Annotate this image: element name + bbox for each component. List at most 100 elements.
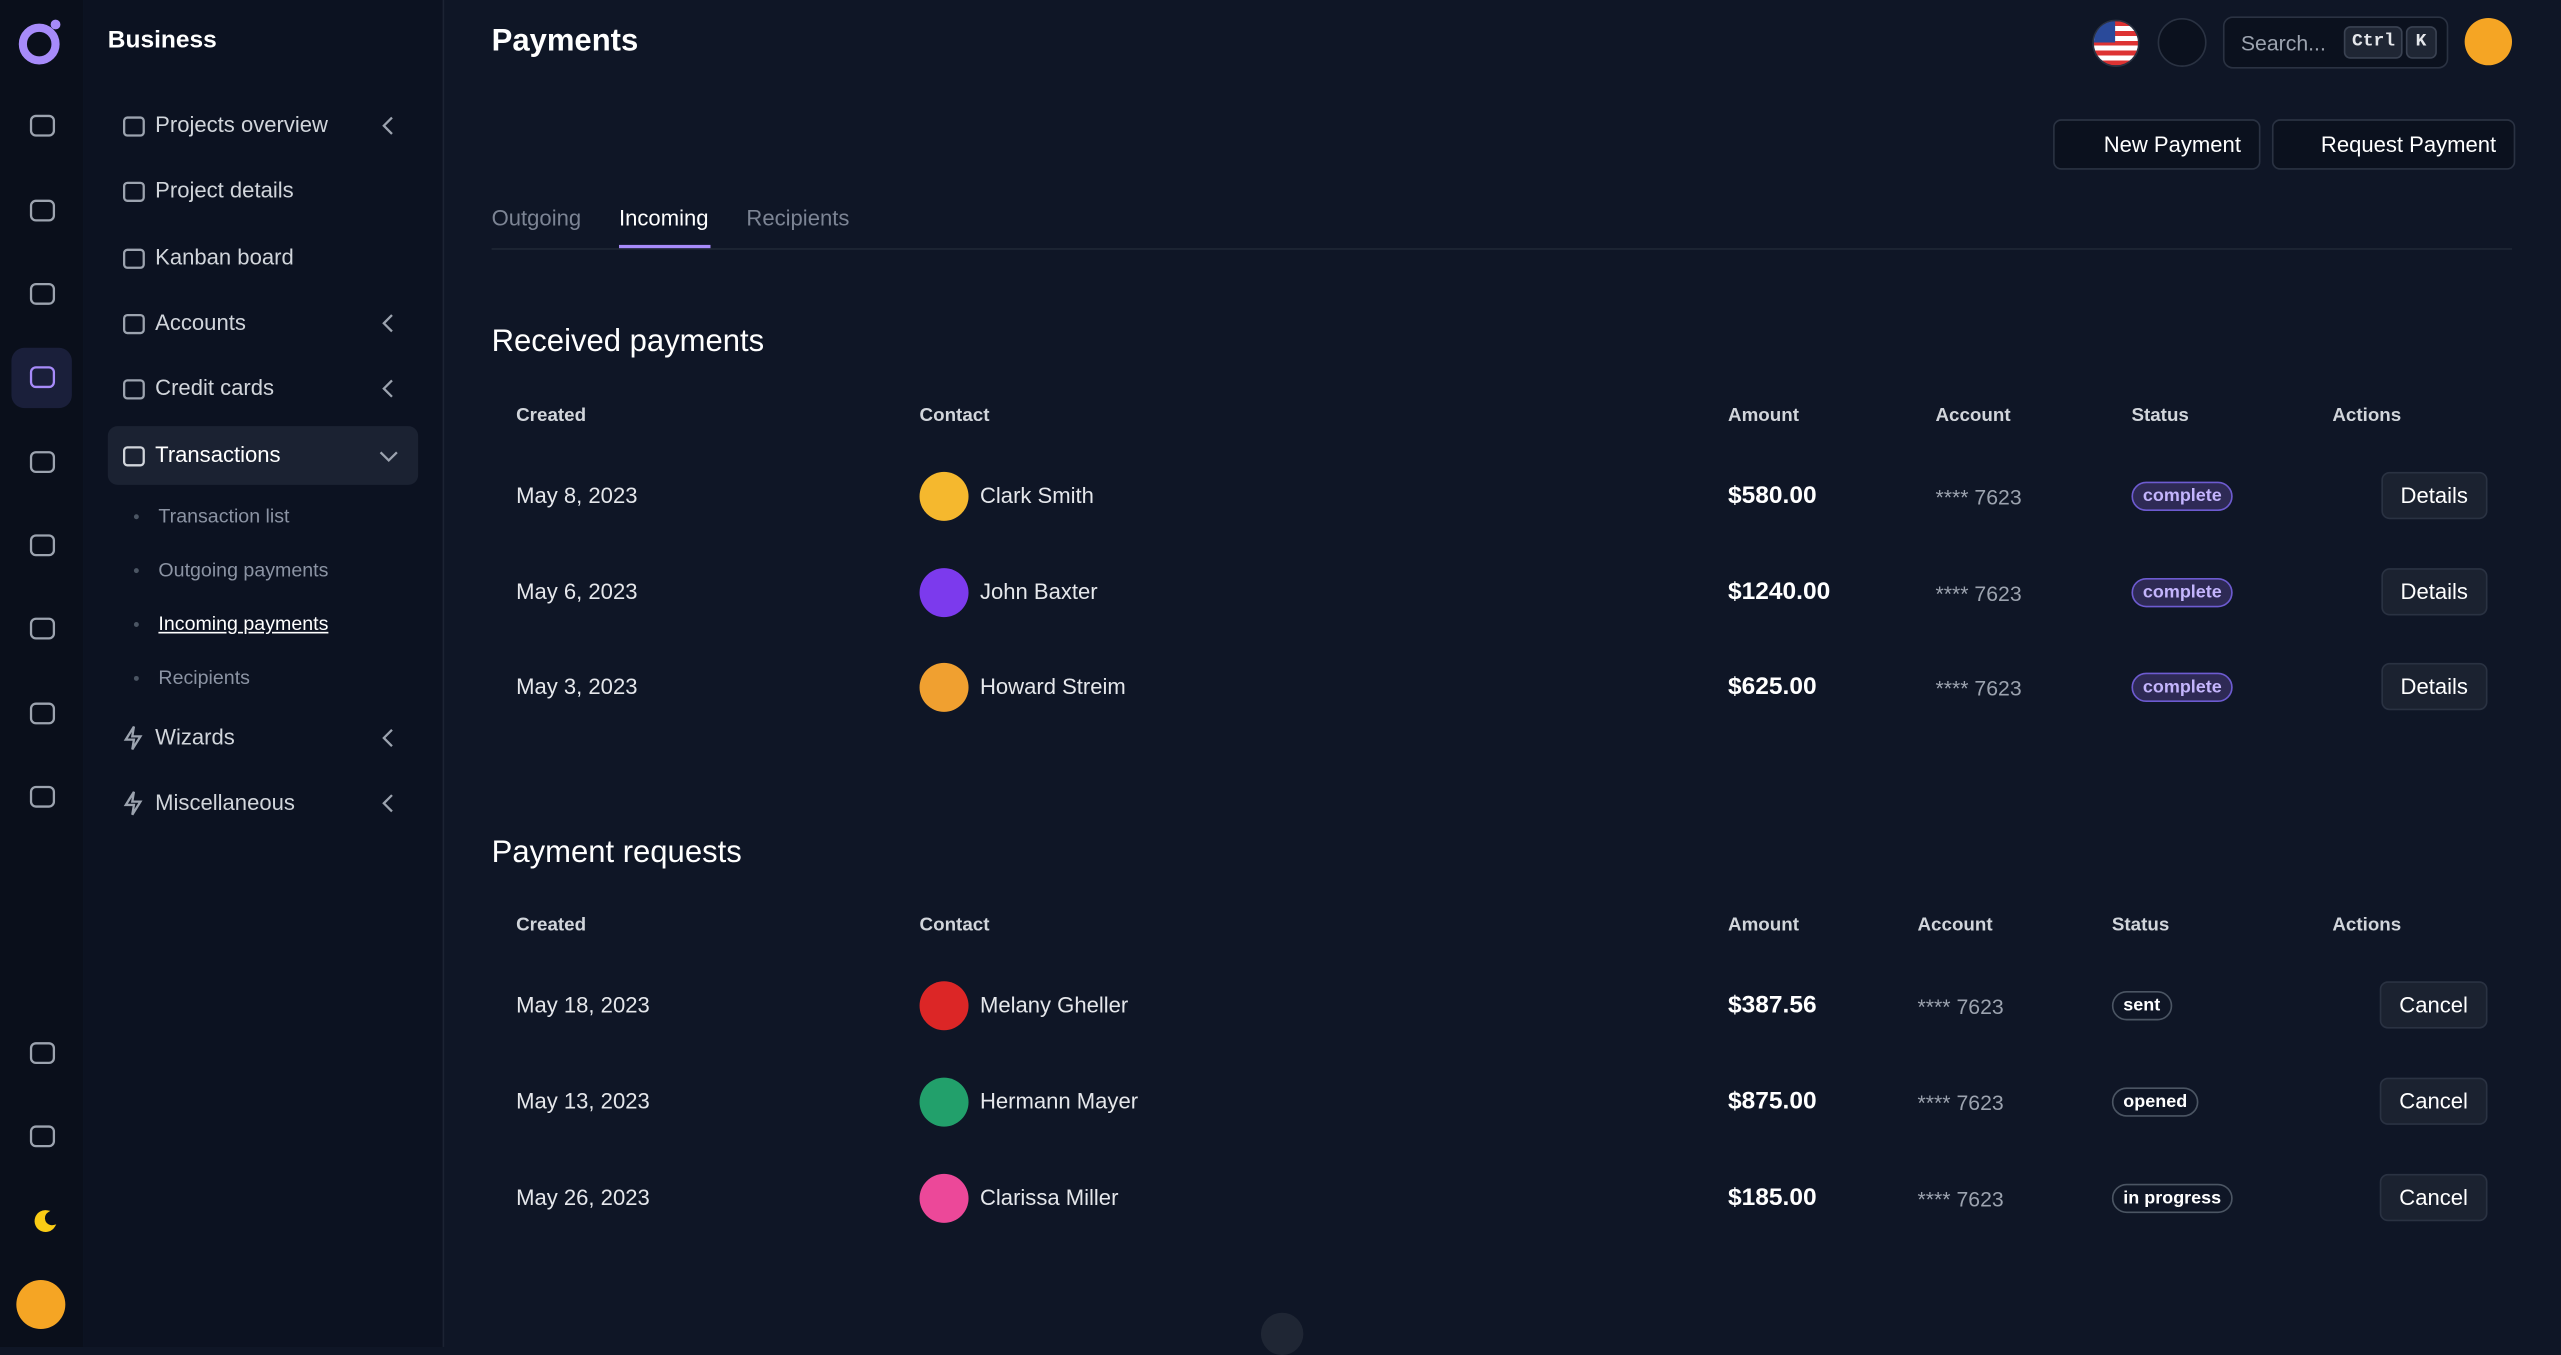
action-button[interactable]: Details (2380, 568, 2488, 616)
column-header: Actions (2332, 915, 2402, 936)
search-box[interactable]: Search... Ctrl K (2222, 16, 2449, 69)
chevron (382, 729, 393, 747)
column-header: Contact (919, 406, 990, 427)
status-badge: complete (2131, 577, 2234, 608)
logo (18, 19, 61, 65)
cell-date: May 18, 2023 (516, 992, 650, 1018)
tab[interactable]: Recipients (746, 205, 850, 231)
column-header: Created (516, 406, 587, 427)
cell-account: **** 7623 (1917, 1090, 2004, 1116)
tab[interactable]: Incoming (619, 205, 709, 231)
nav-item[interactable]: Accounts (155, 310, 246, 335)
cell-amount: $875.00 (1728, 1087, 1817, 1116)
user-avatar[interactable] (2464, 17, 2513, 66)
action-button[interactable]: Cancel (2379, 981, 2488, 1029)
status-badge: complete (2131, 481, 2234, 512)
rail-icon (29, 114, 56, 137)
active-nav-bg (107, 426, 419, 485)
nav-item[interactable]: Project details (155, 177, 294, 203)
section-title: Payment requests (491, 835, 742, 871)
chevron (382, 314, 393, 333)
nav-subitem[interactable]: Outgoing payments (158, 558, 329, 582)
nav-item[interactable]: Transactions (155, 442, 281, 467)
cell-amount: $1240.00 (1728, 577, 1831, 606)
active-tab-indicator (619, 244, 711, 249)
cell-date: May 3, 2023 (516, 674, 638, 699)
nav-item[interactable]: Kanban board (155, 244, 294, 270)
new-payment-button[interactable]: New Payment (2053, 119, 2261, 170)
cell-account: **** 7623 (1935, 484, 2022, 510)
column-header: Status (2111, 915, 2170, 936)
column-header: Account (1935, 406, 2011, 427)
rail-icon (29, 1125, 56, 1148)
nav-subitem[interactable]: Transaction list (158, 504, 290, 528)
theme-toggle (34, 1210, 57, 1233)
nav-item[interactable]: Miscellaneous (155, 790, 295, 815)
contact-avatar (919, 1173, 969, 1223)
contact-avatar (919, 662, 969, 712)
cell-date: May 13, 2023 (516, 1089, 650, 1114)
active-rail-item (11, 347, 72, 409)
rail-icon (29, 451, 56, 473)
cell-account: **** 7623 (1917, 1186, 2004, 1212)
contact-avatar (919, 981, 969, 1031)
nav-icon (123, 791, 143, 816)
chevron (379, 451, 398, 463)
kbd: K (2405, 26, 2437, 59)
section-title: Received payments (491, 324, 765, 360)
request-payment-button[interactable]: Request Payment (2271, 119, 2516, 170)
rail-icon (29, 282, 56, 305)
nav-icon (122, 181, 145, 202)
kbd: Ctrl (2343, 26, 2404, 59)
cell-contact: Melany Gheller (979, 992, 1129, 1018)
bullet (133, 622, 139, 627)
brand: Business (107, 26, 217, 54)
tabs-divider (491, 248, 2513, 250)
nav-icon (122, 446, 145, 467)
chevron (382, 116, 393, 135)
cell-contact: Howard Streim (979, 674, 1126, 699)
rail-avatar[interactable] (16, 1280, 66, 1330)
action-button[interactable]: Cancel (2379, 1077, 2488, 1125)
chevron (382, 379, 393, 398)
cell-amount: $387.56 (1728, 991, 1817, 1019)
column-header: Created (516, 915, 587, 936)
contact-avatar (919, 568, 969, 618)
cell-account: **** 7623 (1935, 581, 2022, 606)
column-header: Amount (1728, 406, 1799, 427)
chevron (382, 794, 393, 813)
status-badge: opened (2111, 1087, 2199, 1117)
nav-subitem[interactable]: Recipients (158, 666, 250, 689)
action-button[interactable]: Details (2380, 662, 2488, 711)
search-placeholder: Search... (2240, 31, 2326, 56)
rail-icon (29, 366, 56, 389)
language-flag[interactable] (2092, 19, 2140, 67)
column-header: Status (2131, 406, 2189, 427)
cell-amount: $580.00 (1728, 481, 1817, 510)
cell-account: **** 7623 (1917, 994, 2004, 1019)
nav-item[interactable]: Wizards (155, 724, 235, 750)
column-header: Actions (2332, 406, 2402, 427)
nav-item[interactable]: Credit cards (155, 375, 275, 401)
nav-icon (123, 725, 143, 751)
bullet (133, 514, 139, 520)
rail-icon (29, 785, 56, 808)
nav-icon (122, 379, 145, 400)
action-button[interactable]: Cancel (2379, 1173, 2488, 1222)
cell-account: **** 7623 (1935, 675, 2022, 701)
action-button[interactable]: Details (2380, 471, 2488, 520)
rail-icon (29, 199, 56, 222)
bullet (133, 675, 139, 681)
rail-icon (29, 1042, 56, 1065)
nav-icon (122, 248, 145, 269)
status-badge: in progress (2111, 1183, 2233, 1214)
cell-date: May 26, 2023 (516, 1185, 650, 1210)
nav-item[interactable]: Projects overview (155, 112, 328, 138)
devtools-button[interactable] (1260, 1312, 1304, 1355)
rail-icon (29, 534, 56, 557)
icon-rail (0, 0, 85, 1347)
tab[interactable]: Outgoing (491, 205, 582, 231)
apps-button[interactable] (2157, 17, 2207, 67)
nav-subitem[interactable]: Incoming payments (158, 612, 329, 636)
